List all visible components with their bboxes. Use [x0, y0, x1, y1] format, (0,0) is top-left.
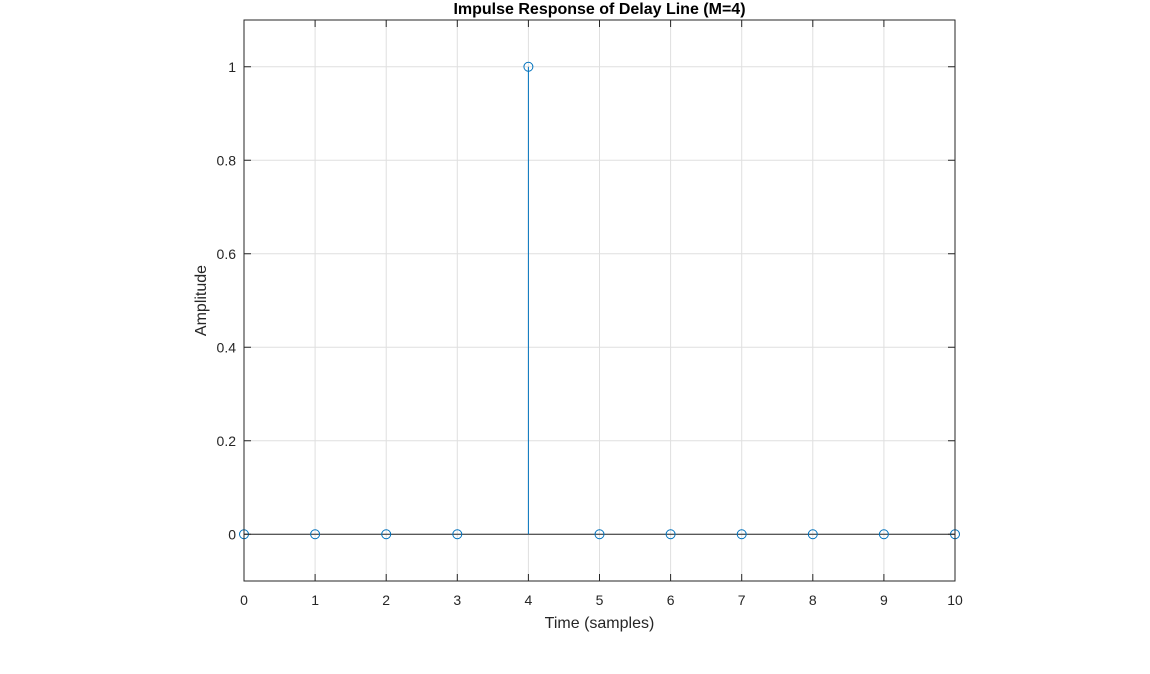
chart-title: Impulse Response of Delay Line (M=4) [453, 1, 745, 18]
y-axis-label: Amplitude [193, 265, 210, 336]
y-tick-label: 0.2 [217, 433, 237, 449]
x-tick-label: 5 [596, 592, 604, 608]
stem-marker [736, 529, 747, 540]
stem-marker [381, 529, 392, 540]
x-axis-ticks: 0 1 2 3 4 5 6 7 8 9 10 [240, 20, 963, 608]
stem-marker [523, 61, 534, 72]
stem-marker [594, 529, 605, 540]
x-tick-label: 8 [809, 592, 817, 608]
y-axis-ticks: 0 0.2 0.4 0.6 0.8 1 [217, 59, 955, 542]
x-tick-label: 10 [947, 592, 963, 608]
y-tick-label: 0.4 [217, 339, 237, 355]
x-tick-label: 3 [453, 592, 461, 608]
x-axis-label: Time (samples) [545, 615, 655, 632]
x-tick-label: 2 [382, 592, 390, 608]
x-tick-label: 4 [525, 592, 533, 608]
stem-marker [310, 529, 321, 540]
x-tick-label: 1 [311, 592, 319, 608]
stem-series [239, 61, 960, 540]
y-tick-label: 0.6 [217, 246, 237, 262]
x-tick-label: 7 [738, 592, 746, 608]
x-tick-label: 9 [880, 592, 888, 608]
x-tick-label: 0 [240, 592, 248, 608]
y-tick-label: 1 [228, 59, 236, 75]
stem-marker [665, 529, 676, 540]
y-tick-label: 0 [228, 526, 236, 542]
stem-marker [878, 529, 889, 540]
x-tick-label: 6 [667, 592, 675, 608]
stem-marker [807, 529, 818, 540]
stem-marker [452, 529, 463, 540]
y-tick-label: 0.8 [217, 152, 237, 168]
